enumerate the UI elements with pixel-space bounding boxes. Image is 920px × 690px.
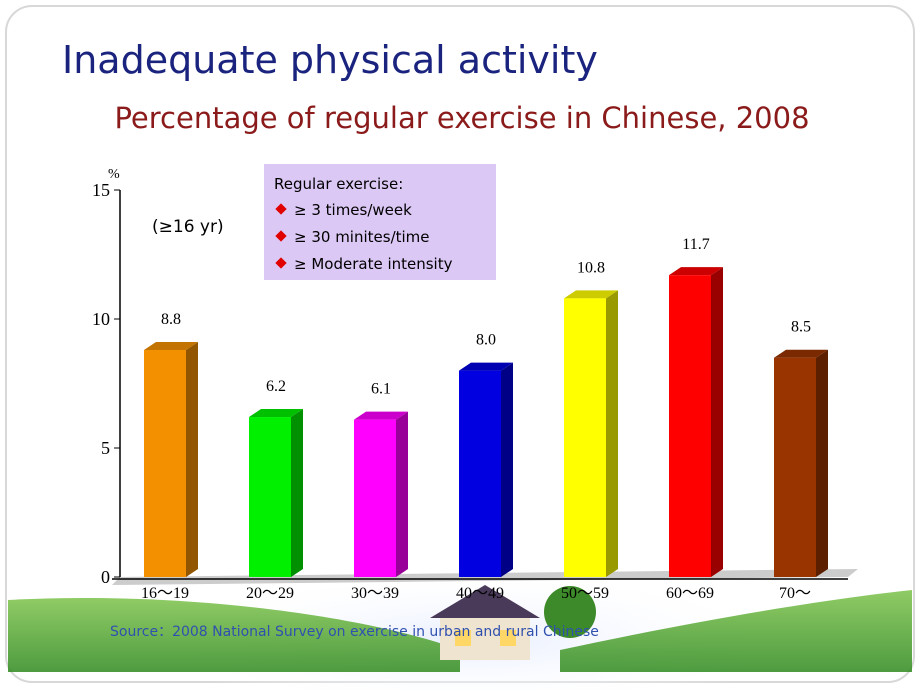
bar-top	[249, 409, 303, 418]
value-label: 11.7	[682, 236, 709, 253]
grass-left	[8, 598, 460, 672]
bar-top	[459, 362, 513, 371]
chart-title: Percentage of regular exercise in Chines…	[114, 101, 809, 135]
bar-top	[354, 411, 408, 420]
value-label: 8.5	[791, 319, 811, 336]
slide-title: Inadequate physical activity	[62, 38, 598, 82]
x-tick-label: 20～29	[246, 585, 294, 602]
x-tick-label: 30～39	[351, 585, 399, 602]
bar	[249, 417, 291, 577]
y-tick-label: 15	[92, 180, 110, 200]
bar	[144, 349, 186, 577]
bar	[354, 419, 396, 577]
bar-side	[711, 267, 723, 577]
bar-top	[564, 290, 618, 299]
y-tick-label: 0	[101, 567, 110, 587]
bar-side	[501, 362, 513, 577]
value-label: 10.8	[577, 259, 605, 276]
bar-side	[291, 409, 303, 577]
bar	[774, 357, 816, 577]
source: Source：2008 National Survey on exercise …	[110, 624, 599, 640]
house	[430, 585, 596, 660]
bar-side	[186, 341, 198, 577]
legend-item: ≥ 30 minites/time	[294, 228, 430, 246]
annotation: (≥16 yr)	[152, 217, 224, 237]
bar-side	[396, 411, 408, 577]
bar-top	[144, 341, 198, 350]
bar-top	[669, 267, 723, 276]
bar-side	[816, 349, 828, 577]
legend-title: Regular exercise:	[274, 175, 403, 193]
value-label: 6.1	[371, 381, 391, 398]
value-label: 8.8	[161, 311, 181, 328]
x-tick-label: 70～	[779, 585, 811, 602]
bar-top	[774, 349, 828, 358]
legend-bullet	[275, 230, 287, 242]
y-tick-label: 10	[92, 309, 110, 329]
value-label: 6.2	[266, 378, 286, 395]
legend-item: ≥ Moderate intensity	[294, 255, 453, 273]
x-tick-label: 60～69	[666, 585, 714, 602]
bar	[459, 370, 501, 577]
x-tick-label: 50～59	[561, 585, 609, 602]
bar-side	[606, 290, 618, 577]
legend-item: ≥ 3 times/week	[294, 201, 412, 219]
y-tick-label: 5	[101, 438, 110, 458]
y-unit: %	[108, 167, 120, 182]
bar	[669, 275, 711, 577]
grass-right	[560, 590, 912, 672]
bar	[564, 298, 606, 577]
value-label: 8.0	[476, 332, 496, 349]
legend-box	[264, 164, 496, 280]
legend-bullet	[275, 257, 287, 269]
x-tick-label: 40～49	[456, 585, 504, 602]
x-tick-label: 16～19	[141, 585, 189, 602]
legend-bullet	[275, 203, 287, 215]
